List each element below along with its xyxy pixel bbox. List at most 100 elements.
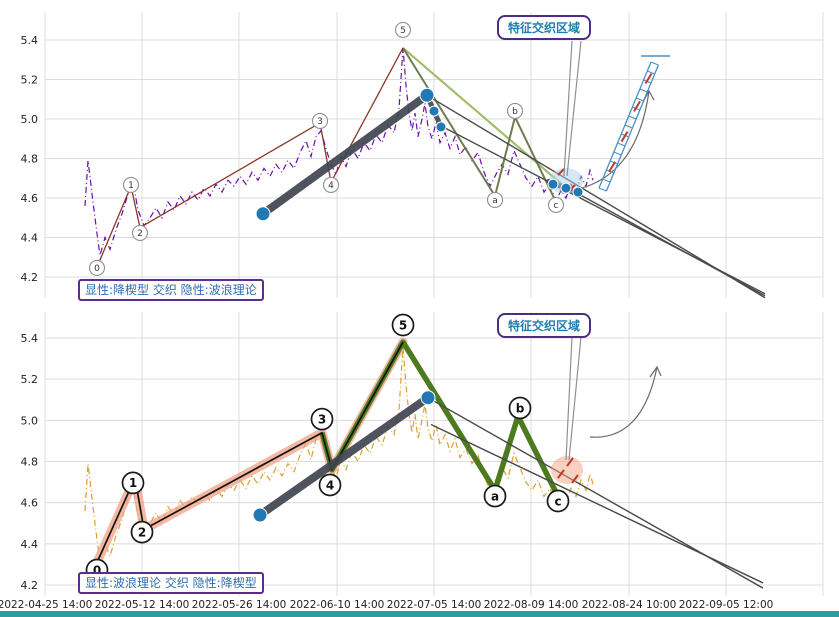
x-tick-label: 2022-08-09 14:00 <box>484 599 579 611</box>
feature-highlight[interactable] <box>549 168 583 194</box>
wave-label-circle[interactable] <box>486 191 504 209</box>
wave-label-circle[interactable] <box>131 224 149 242</box>
wave-label-circle[interactable] <box>322 176 340 194</box>
wave-label-circle[interactable] <box>130 520 154 544</box>
wave-label-text: 4 <box>326 478 334 492</box>
wedge-line <box>565 186 766 297</box>
feature-highlight[interactable] <box>551 456 583 484</box>
x-tick-label: 2022-04-25 14:00 <box>0 599 92 611</box>
feature-region-label-bottom[interactable]: 特征交织区域 <box>497 313 592 338</box>
arrow-head <box>649 365 662 378</box>
abc-path <box>402 47 557 203</box>
price-line <box>84 47 594 256</box>
highlight-dash <box>557 469 565 479</box>
y-tick-label: 5.4 <box>21 34 39 47</box>
wave-label-circle[interactable] <box>311 112 329 130</box>
marker-dot[interactable] <box>572 186 584 198</box>
marker-dot[interactable] <box>435 121 447 133</box>
feature-region-label-top[interactable]: 特征交织区域 <box>497 15 592 40</box>
y-tick-label: 5.4 <box>21 332 39 345</box>
wave-label-text: 2 <box>137 229 143 239</box>
wave-label-text: 4 <box>328 181 334 191</box>
channel-hatch <box>602 178 611 183</box>
hidden-pattern-line <box>256 393 432 520</box>
annotation-pin <box>563 40 573 177</box>
wave-label-text: c <box>554 494 561 508</box>
wave-label-text: 3 <box>317 117 323 127</box>
channel-dash <box>644 73 653 85</box>
channel-hatch <box>617 142 626 147</box>
marker-dot[interactable] <box>252 507 268 523</box>
y-tick-label: 4.2 <box>21 579 39 592</box>
wave-label-circle[interactable] <box>121 471 145 495</box>
x-tick-label: 2022-09-05 12:00 <box>679 599 774 611</box>
wave-label-text: 2 <box>138 525 146 539</box>
mode-caption-top: 显性:降楔型 交织 隐性:波浪理论 <box>78 279 264 301</box>
y-tick-label: 4.6 <box>21 192 39 205</box>
wave-label-circle[interactable] <box>483 484 507 508</box>
wave-label-circle[interactable] <box>547 196 565 213</box>
y-tick-label: 4.4 <box>21 538 39 551</box>
channel-dash <box>620 131 629 143</box>
channel-hatch <box>650 61 659 66</box>
y-tick-label: 5.2 <box>21 373 39 386</box>
wave-label-text: b <box>512 107 518 117</box>
channel-hatch <box>598 187 607 192</box>
channel-hatch <box>613 151 622 156</box>
channel-hatch <box>624 124 633 129</box>
channel-hatch <box>635 97 644 102</box>
wave-label-circle[interactable] <box>310 407 334 431</box>
wave-label-text: 5 <box>399 318 407 332</box>
x-tick-label: 2022-07-05 14:00 <box>387 599 482 611</box>
channel-dash <box>633 100 641 112</box>
marker-dot[interactable] <box>255 206 271 222</box>
y-tick-label: 5.2 <box>21 74 39 87</box>
wave-label-circle[interactable] <box>394 21 412 38</box>
wave-label-circle[interactable] <box>122 176 140 194</box>
wave-label-circle[interactable] <box>318 473 342 497</box>
wave-label-text: b <box>516 401 525 415</box>
y-tick-label: 4.4 <box>21 232 39 245</box>
wave-label-text: a <box>492 196 498 206</box>
marker-dot[interactable] <box>547 178 559 190</box>
highlight-dash <box>557 168 565 176</box>
mode-caption-bottom: 显性:波浪理论 交织 隐性:降楔型 <box>78 572 264 594</box>
marker-dot[interactable] <box>560 182 572 194</box>
wave-label-text: 5 <box>400 26 406 36</box>
wave-label-circle[interactable] <box>508 396 532 420</box>
highlight-dash <box>566 457 574 467</box>
annotation-pin <box>568 336 582 461</box>
channel-hatch <box>647 70 655 75</box>
y-tick-label: 4.8 <box>21 153 39 166</box>
wave-label-circle[interactable] <box>391 313 415 337</box>
price-line <box>84 346 594 563</box>
wave-label-text: c <box>554 201 559 211</box>
marker-dot[interactable] <box>428 105 440 117</box>
channel-dash <box>608 161 616 173</box>
annotation-pin <box>566 40 582 177</box>
wave-label-text: a <box>491 489 499 503</box>
wave-label-circle[interactable] <box>546 489 570 513</box>
highlight-dash <box>571 474 579 484</box>
x-tick-label: 2022-05-26 14:00 <box>192 599 287 611</box>
x-tick-label: 2022-05-12 14:00 <box>95 599 190 611</box>
wave-label-circle[interactable] <box>506 102 524 119</box>
annotation-pin <box>565 336 573 461</box>
channel-hatch <box>628 115 637 120</box>
y-tick-label: 5.0 <box>21 414 39 427</box>
arrow-arc <box>589 366 658 438</box>
wave-label-text: 0 <box>94 264 100 274</box>
wave-label-text: 3 <box>318 412 326 426</box>
wave-label-circle[interactable] <box>88 259 106 276</box>
y-tick-label: 4.2 <box>21 271 39 284</box>
x-tick-label: 2022-06-10 14:00 <box>290 599 385 611</box>
y-tick-label: 4.6 <box>21 497 39 510</box>
wave-label-text: 1 <box>128 181 134 191</box>
wave-label-text: 0 <box>93 563 101 577</box>
marker-dot[interactable] <box>420 390 436 406</box>
y-tick-label: 4.8 <box>21 455 39 468</box>
x-tick-label: 2022-08-24 10:00 <box>582 599 677 611</box>
marker-dot[interactable] <box>419 87 435 103</box>
